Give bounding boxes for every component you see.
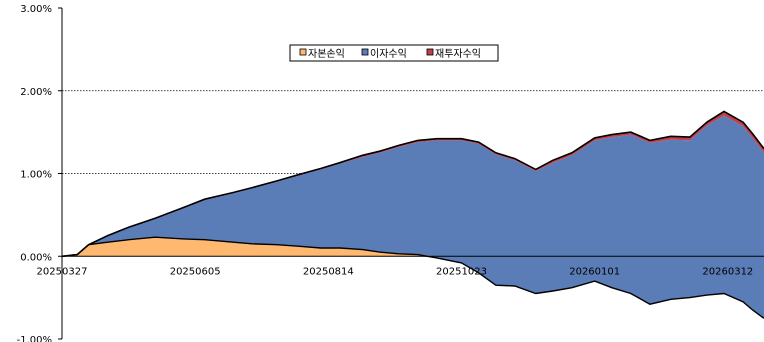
y-tick-label-2: 1.00% — [20, 170, 52, 181]
y-tick-label-0: 3.00% — [20, 4, 52, 15]
legend-label-interest: 이자수익 — [370, 48, 407, 60]
legend: 자본손익 이자수익 재투자수익 — [289, 44, 499, 62]
x-tick-label-2: 20250814 — [303, 266, 354, 277]
total-lines — [61, 110, 764, 319]
x-tick-label-3: 20251023 — [436, 266, 487, 277]
area-capital-gain — [62, 237, 764, 257]
legend-box — [289, 44, 499, 62]
stacked-areas — [62, 111, 764, 319]
legend-swatch-reinvest — [426, 48, 434, 56]
area-interest-income — [62, 115, 764, 319]
x-tick-label-0: 20250327 — [37, 266, 88, 277]
legend-swatch-interest — [361, 48, 369, 56]
line-capital-gain — [61, 236, 764, 319]
y-tick-label-1: 2.00% — [20, 87, 52, 98]
y-tick-label-3: 0.00% — [20, 252, 52, 263]
line-total-return — [61, 110, 764, 258]
x-tick-label-1: 20250605 — [170, 266, 221, 277]
x-tick-label-5: 20260312 — [702, 266, 753, 277]
y-tick-label-4: -1.00% — [17, 335, 52, 342]
legend-label-reinvest: 재투자수익 — [435, 48, 481, 60]
legend-swatch-capital — [299, 48, 307, 56]
legend-label-capital: 자본손익 — [308, 48, 345, 60]
x-axis-ticks: 20250327 20250605 20250814 20251023 20260101… — [37, 266, 754, 277]
y-axis-ticks: 3.00% 2.00% 1.00% 0.00% -1.00% — [17, 4, 62, 342]
x-tick-label-4: 20260101 — [569, 266, 620, 277]
